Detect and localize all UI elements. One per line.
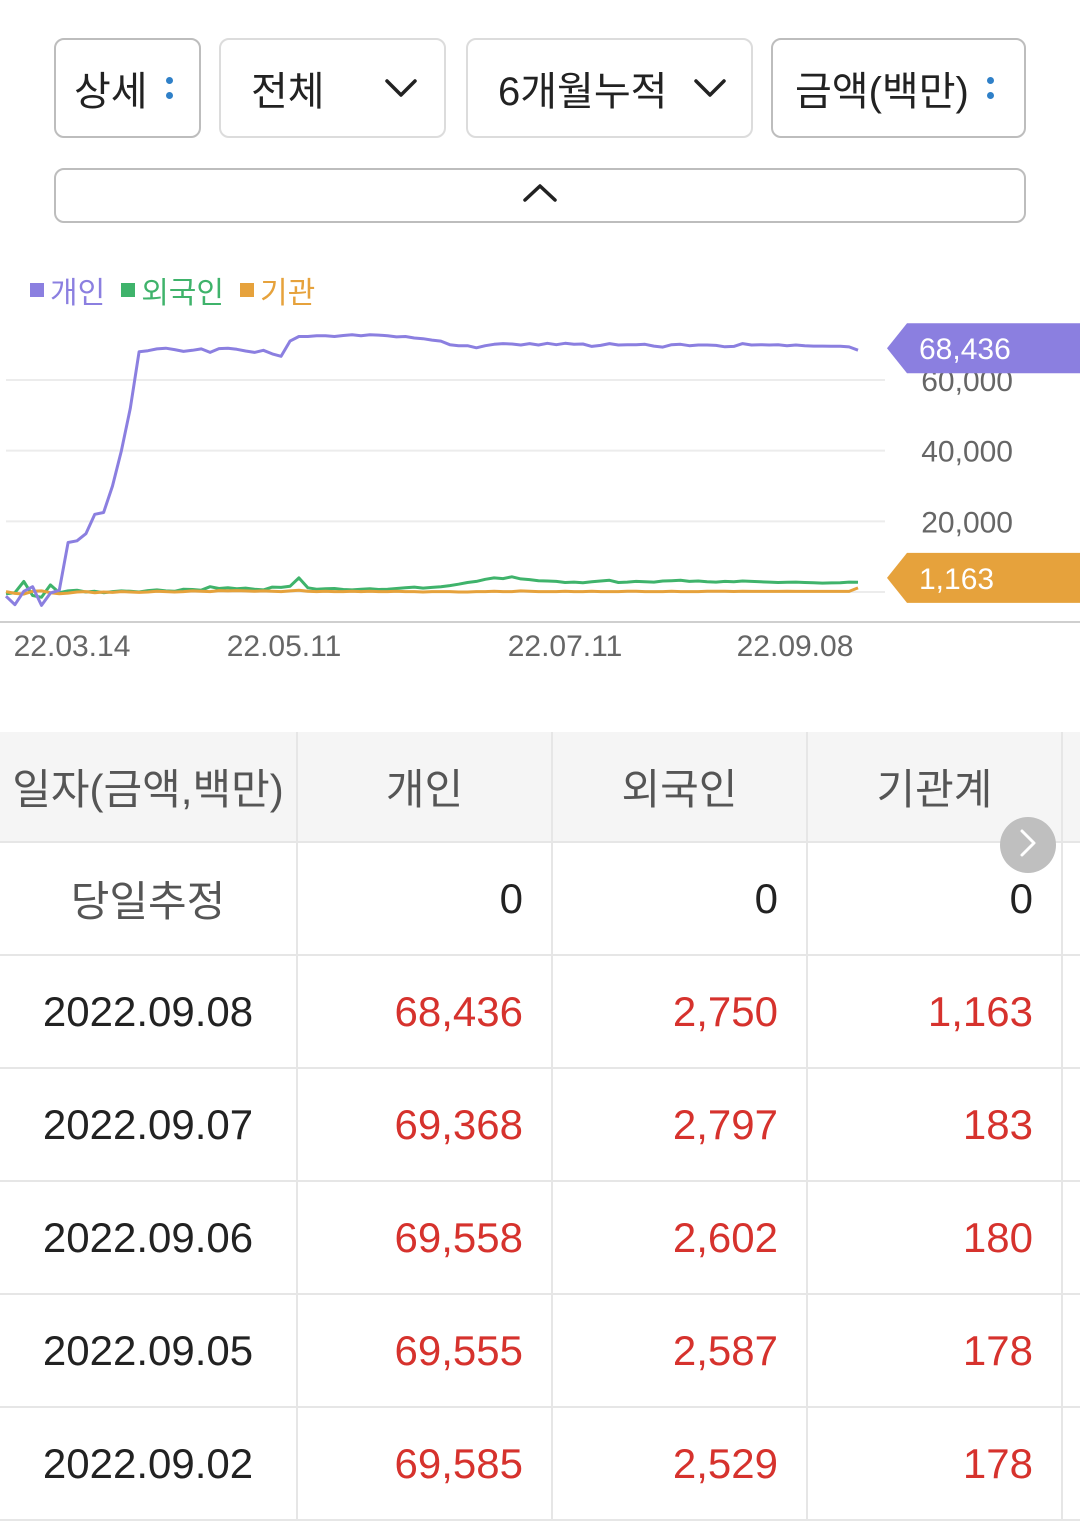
- legend-item-individual: 개인: [30, 268, 105, 312]
- unit-selector-label: 금액(백만): [795, 70, 969, 114]
- legend-swatch: [30, 283, 44, 297]
- legend-swatch: [121, 283, 136, 297]
- last-value-badge: [887, 323, 1080, 374]
- header-date: 일자(금액,백만): [0, 732, 298, 841]
- more-dots-icon: [165, 77, 173, 99]
- market-dropdown-label: 전체: [251, 70, 325, 114]
- row-date: 2022.09.08: [0, 956, 298, 1067]
- market-dropdown[interactable]: 전체: [219, 38, 446, 138]
- table-row: 2022.09.08 68,436 2,750 1,163: [0, 956, 1080, 1069]
- legend-label: 개인: [50, 277, 106, 310]
- y-tick-label: 20,000: [921, 506, 1013, 539]
- chevron-down-icon: [693, 77, 727, 99]
- estimate-institution: 0: [808, 843, 1063, 954]
- chart-collapse-button[interactable]: [54, 168, 1026, 223]
- row-institution: 180: [808, 1182, 1063, 1293]
- x-tick-label: 22.07.11: [508, 630, 623, 663]
- row-institution: 183: [808, 1069, 1063, 1180]
- header-institution: 기관계: [808, 732, 1063, 841]
- table-row-estimate: 당일추정 0 0 0: [0, 843, 1080, 956]
- detail-selector[interactable]: 상세: [54, 38, 201, 138]
- table-row: 2022.09.05 69,555 2,587 178: [0, 1295, 1080, 1408]
- row-foreign: 2,587: [553, 1295, 808, 1406]
- estimate-foreign: 0: [553, 843, 808, 954]
- estimate-label: 당일추정: [0, 843, 298, 954]
- x-tick-label: 22.03.14: [14, 630, 131, 663]
- row-date: 2022.09.05: [0, 1295, 298, 1406]
- table-row: 2022.09.06 69,558 2,602 180: [0, 1182, 1080, 1295]
- estimate-individual: 0: [298, 843, 553, 954]
- x-tick-label: 22.09.08: [737, 630, 854, 663]
- x-tick-label: 22.05.11: [227, 630, 342, 663]
- series-line-2: [5, 586, 859, 596]
- last-value-label: 1,163: [919, 563, 994, 596]
- chevron-up-icon: [522, 182, 558, 209]
- period-dropdown-label: 6개월누적: [498, 70, 668, 114]
- row-foreign: 2,529: [553, 1408, 808, 1519]
- chart-legend: 개인 외국인 기관: [30, 268, 315, 312]
- row-individual: 68,436: [298, 956, 553, 1067]
- y-tick-label: 40,000: [921, 436, 1013, 469]
- row-institution: 1,163: [808, 956, 1063, 1067]
- detail-selector-label: 상세: [74, 70, 148, 114]
- last-value-label: 68,436: [919, 333, 1011, 366]
- header-foreign: 외국인: [553, 732, 808, 841]
- table-row: 2022.09.02 69,585 2,529 178: [0, 1408, 1080, 1521]
- row-institution: 178: [808, 1295, 1063, 1406]
- series-line-1: [5, 575, 859, 599]
- last-value-badge: [887, 552, 1080, 603]
- scroll-right-button[interactable]: [1000, 817, 1056, 873]
- table-header-row: 일자(금액,백만) 개인 외국인 기관계: [0, 732, 1080, 843]
- legend-label: 외국인: [141, 277, 225, 310]
- row-individual: 69,585: [298, 1408, 553, 1519]
- more-dots-icon: [986, 77, 994, 99]
- row-date: 2022.09.02: [0, 1408, 298, 1519]
- unit-selector[interactable]: 금액(백만): [771, 38, 1026, 138]
- header-individual: 개인: [298, 732, 553, 841]
- row-date: 2022.09.07: [0, 1069, 298, 1180]
- investor-table: 일자(금액,백만) 개인 외국인 기관계 당일추정 0 0 0 2022.09.…: [0, 732, 1080, 1521]
- row-institution: 178: [808, 1408, 1063, 1519]
- legend-swatch: [240, 283, 255, 297]
- legend-item-foreign: 외국인: [121, 268, 224, 312]
- period-dropdown[interactable]: 6개월누적: [466, 38, 753, 138]
- chevron-right-icon: [1018, 828, 1038, 863]
- row-foreign: 2,602: [553, 1182, 808, 1293]
- row-individual: 69,558: [298, 1182, 553, 1293]
- legend-label: 기관: [260, 277, 316, 310]
- table-row: 2022.09.07 69,368 2,797 183: [0, 1069, 1080, 1182]
- row-individual: 69,368: [298, 1069, 553, 1180]
- row-foreign: 2,797: [553, 1069, 808, 1180]
- filter-bar: 상세 전체 6개월누적 금액(백만): [0, 0, 1080, 240]
- row-date: 2022.09.06: [0, 1182, 298, 1293]
- row-foreign: 2,750: [553, 956, 808, 1067]
- legend-item-institution: 기관: [240, 268, 315, 312]
- series-line-0: [4, 333, 859, 607]
- chevron-down-icon: [384, 77, 418, 99]
- row-individual: 69,555: [298, 1295, 553, 1406]
